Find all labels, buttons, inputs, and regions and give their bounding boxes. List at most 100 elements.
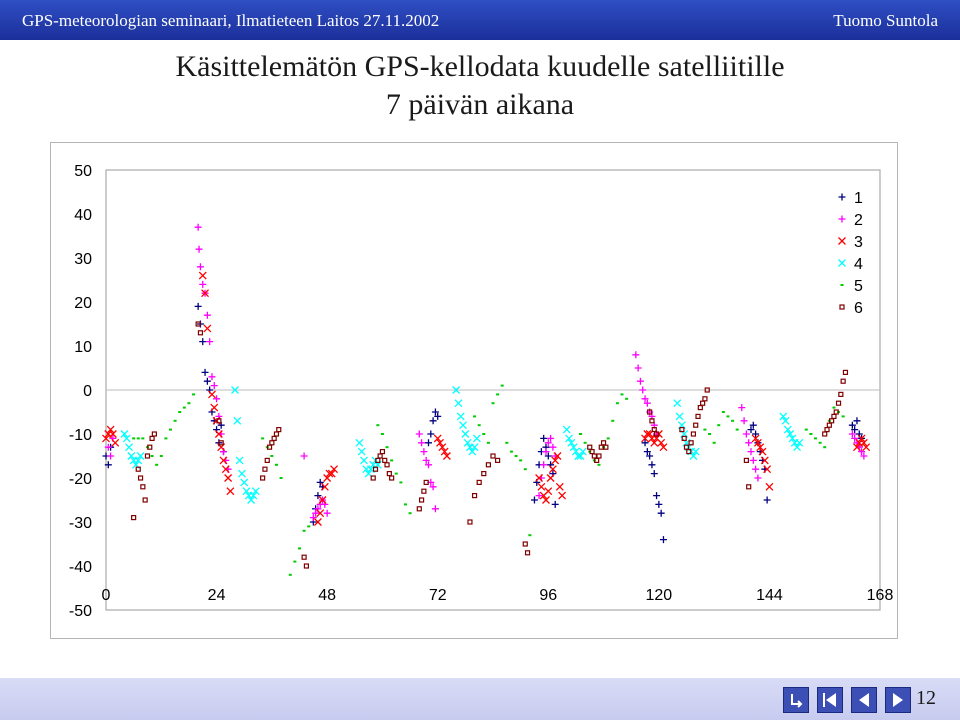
data-point: [210, 403, 219, 412]
data-point: [551, 456, 560, 465]
data-point: [579, 433, 583, 435]
data-point: [312, 509, 320, 517]
data-point: [240, 478, 249, 487]
data-point: [596, 453, 602, 459]
data-point: [859, 438, 868, 447]
data-point: [691, 447, 700, 456]
legend-label: 4: [854, 256, 863, 273]
data-point: [742, 430, 750, 438]
data-point: [535, 474, 544, 482]
data-point: [316, 478, 324, 486]
data-point: [758, 447, 767, 456]
data-point: [194, 302, 202, 310]
data-point: [149, 435, 155, 441]
data-point: [104, 461, 112, 469]
data-point: [735, 428, 739, 431]
data-point: [416, 506, 422, 512]
data-point: [408, 512, 412, 515]
data-point: [476, 479, 482, 485]
first-page-icon[interactable]: [817, 687, 843, 713]
data-point: [260, 475, 266, 481]
data-point: [583, 441, 587, 444]
data-point: [107, 452, 115, 460]
data-point: [150, 455, 154, 457]
data-point: [221, 465, 230, 474]
data-point: [309, 514, 317, 522]
data-point: [320, 482, 329, 491]
data-point: [491, 402, 495, 405]
data-point: [688, 440, 694, 446]
y-tick-label: 30: [74, 251, 92, 268]
header-bar: GPS-meteorologian seminaari, Ilmatieteen…: [0, 0, 960, 40]
data-point: [505, 441, 509, 444]
data-point: [615, 402, 619, 405]
data-point: [708, 433, 712, 435]
data-point: [136, 437, 140, 440]
data-point: [848, 430, 856, 438]
data-point: [135, 466, 141, 472]
data-point: [370, 475, 376, 481]
data-point: [544, 452, 552, 460]
data-point: [261, 437, 265, 440]
data-point: [587, 444, 593, 450]
x-tick-label: 144: [756, 587, 783, 604]
data-point: [746, 484, 752, 490]
data-point: [224, 474, 233, 482]
data-point: [549, 443, 557, 451]
data-point: [620, 393, 624, 396]
data-point: [648, 461, 656, 469]
data-point: [276, 427, 282, 433]
next-page-icon[interactable]: [885, 687, 911, 713]
data-point: [611, 419, 615, 422]
data-point: [187, 402, 191, 405]
return-icon[interactable]: [783, 687, 809, 713]
data-point: [551, 500, 559, 508]
data-point: [786, 430, 795, 438]
data-point: [122, 434, 131, 443]
data-point: [657, 509, 665, 517]
data-point: [463, 438, 472, 447]
data-point: [686, 449, 692, 455]
data-point: [535, 492, 543, 500]
y-tick-label: -10: [69, 427, 92, 444]
data-point: [482, 433, 486, 435]
data-point: [125, 443, 133, 452]
x-tick-label: 120: [646, 587, 673, 604]
y-tick-label: -50: [69, 603, 92, 620]
data-point: [461, 430, 470, 438]
data-point: [468, 447, 477, 456]
data-point: [235, 456, 244, 465]
data-point: [565, 434, 573, 443]
data-point: [471, 493, 478, 499]
data-point: [838, 391, 844, 397]
y-tick-label: -40: [69, 559, 92, 576]
data-point: [851, 434, 859, 442]
data-point: [274, 463, 278, 466]
data-point: [271, 435, 277, 441]
data-point: [134, 456, 143, 465]
data-point: [147, 444, 153, 450]
y-tick-label: 10: [74, 339, 92, 356]
data-point: [120, 430, 129, 438]
data-point: [264, 457, 270, 463]
data-point: [851, 426, 859, 434]
data-point: [330, 465, 339, 474]
x-tick-label: 96: [539, 587, 557, 604]
data-point: [576, 452, 585, 460]
data-point: [467, 519, 473, 525]
data-point: [530, 496, 538, 504]
x-tick-label: 168: [867, 587, 894, 604]
data-point: [695, 413, 701, 419]
data-point: [641, 395, 649, 403]
y-tick-label: -30: [69, 515, 92, 532]
data-point: [649, 418, 655, 424]
data-point: [731, 419, 735, 422]
previous-page-icon[interactable]: [851, 687, 877, 713]
legend-marker: [840, 284, 844, 286]
data-point: [824, 427, 830, 433]
data-point: [485, 462, 491, 468]
data-point: [546, 474, 555, 482]
data-point: [210, 382, 218, 390]
data-point: [740, 417, 748, 425]
